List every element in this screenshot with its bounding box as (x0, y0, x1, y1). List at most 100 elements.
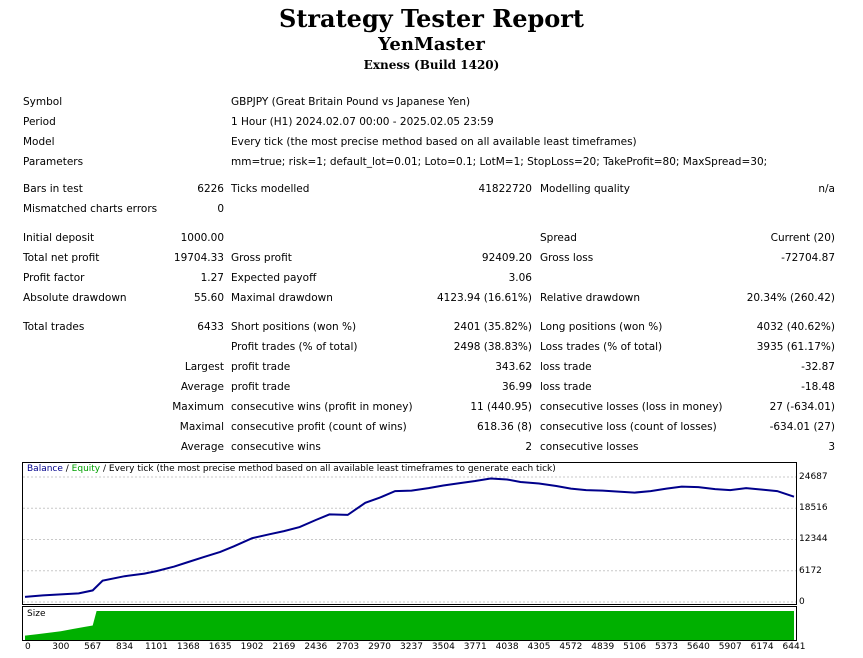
x-tick-label: 2703 (336, 642, 360, 652)
profitfactor-label: Profit factor (23, 272, 85, 284)
losstrades-label: Loss trades (% of total) (540, 341, 663, 353)
x-tick-label: 5907 (718, 642, 742, 652)
spread-label: Spread (540, 232, 577, 244)
x-tick-label: 6441 (782, 642, 806, 652)
long-label: Long positions (won %) (540, 321, 663, 333)
average-loss-label: loss trade (540, 381, 592, 393)
long-value: 4032 (40.62%) (756, 321, 835, 333)
bars-value: 6226 (197, 183, 224, 195)
x-tick-label: 567 (84, 642, 102, 652)
x-tick-label: 3504 (431, 642, 455, 652)
expert-name: YenMaster (378, 34, 485, 55)
avgcons-label: Average (180, 441, 224, 453)
symbol-value: GBPJPY (Great Britain Pound vs Japanese … (231, 96, 471, 108)
size-chart-svg (25, 611, 794, 640)
y-tick-label: 6172 (799, 565, 822, 576)
maximal-label: Maximal (179, 421, 224, 433)
x-tick-label: 1902 (240, 642, 264, 652)
largest-loss-value: -32.87 (801, 361, 835, 373)
x-tick-label: 5106 (623, 642, 647, 652)
legend-equity: Equity (71, 464, 101, 474)
payoff-value: 3.06 (508, 272, 532, 284)
maximalloss-label: consecutive loss (count of losses) (540, 421, 717, 433)
average-profit-value: 36.99 (501, 381, 532, 393)
maxdd-label: Maximal drawdown (231, 292, 333, 304)
y-tick-label: 24687 (799, 472, 828, 482)
balance-series-line (24, 477, 795, 598)
balance-chart-svg (23, 476, 796, 603)
grossloss-label: Gross loss (540, 252, 594, 264)
x-tick-label: 834 (115, 642, 134, 652)
netprofit-label: Total net profit (23, 252, 100, 264)
totaltrades-label: Total trades (23, 321, 85, 333)
grossprofit-value: 92409.20 (481, 252, 532, 264)
x-tick-label: 1368 (176, 642, 200, 652)
x-tick-label: 0 (25, 642, 31, 652)
maxlosses-value: 27 (-634.01) (769, 401, 835, 413)
maxwins-value: 11 (440.95) (470, 401, 532, 413)
symbol-label: Symbol (23, 96, 63, 108)
largest-loss-label: loss trade (540, 361, 592, 373)
x-tick-label: 300 (52, 642, 70, 652)
mismatch-label: Mismatched charts errors (23, 203, 158, 215)
x-tick-label: 3771 (463, 642, 487, 652)
absdd-label: Absolute drawdown (23, 292, 127, 304)
x-tick-label: 2436 (304, 642, 328, 652)
broker-build: Exness (Build 1420) (363, 58, 500, 72)
x-tick-label: 1635 (208, 642, 232, 652)
period-value: 1 Hour (H1) 2024.02.07 00:00 - 2025.02.0… (231, 116, 494, 128)
maximalprofit-value: 618.36 (8) (477, 421, 532, 433)
short-value: 2401 (35.82%) (453, 321, 532, 333)
spread-value: Current (20) (770, 232, 835, 244)
totaltrades-value: 6433 (197, 321, 224, 333)
quality-label: Modelling quality (540, 183, 630, 195)
x-tick-label: 4038 (495, 642, 519, 652)
largest-profit-value: 343.62 (495, 361, 532, 373)
maxwins-label: consecutive wins (profit in money) (231, 401, 413, 413)
parameters-label: Parameters (23, 156, 84, 168)
reldd-value: 20.34% (260.42) (746, 292, 835, 304)
avgwins-value: 2 (525, 441, 532, 453)
size-chart (22, 606, 797, 641)
x-tick-label: 1101 (144, 642, 168, 652)
deposit-value: 1000.00 (180, 232, 224, 244)
parameters-value: mm=true; risk=1; default_lot=0.01; Loto=… (231, 156, 768, 168)
average-profit-label: profit trade (231, 381, 291, 393)
period-label: Period (23, 116, 56, 128)
x-tick-label: 5640 (686, 642, 710, 652)
average-label: Average (180, 381, 224, 393)
profittrades-value: 2498 (38.83%) (453, 341, 532, 353)
legend-description: / Every tick (the most precise method ba… (100, 464, 556, 474)
x-tick-label: 4839 (591, 642, 615, 652)
y-tick-label: 12344 (799, 534, 828, 545)
balance-chart (22, 462, 797, 605)
model-label: Model (23, 136, 55, 148)
maxdd-value: 4123.94 (16.61%) (437, 292, 532, 304)
x-tick-label: 2970 (368, 642, 392, 652)
largest-label: Largest (184, 361, 224, 373)
grossprofit-label: Gross profit (231, 252, 292, 264)
losstrades-value: 3935 (61.17%) (756, 341, 835, 353)
largest-profit-label: profit trade (231, 361, 291, 373)
grossloss-value: -72704.87 (781, 252, 835, 264)
x-tick-label: 3237 (400, 642, 423, 652)
deposit-label: Initial deposit (23, 232, 95, 244)
average-loss-value: -18.48 (801, 381, 835, 393)
ticks-label: Ticks modelled (231, 183, 310, 195)
profitfactor-value: 1.27 (200, 272, 224, 284)
avglosses-label: consecutive losses (540, 441, 639, 453)
x-tick-label: 2169 (272, 642, 296, 652)
maximalprofit-label: consecutive profit (count of wins) (231, 421, 407, 433)
y-tick-label: 0 (799, 597, 805, 607)
y-tick-label: 18516 (799, 503, 828, 514)
netprofit-value: 19704.33 (173, 252, 224, 264)
x-tick-label: 6174 (750, 642, 774, 652)
avgwins-label: consecutive wins (231, 441, 321, 453)
maximalloss-value: -634.01 (27) (769, 421, 835, 433)
mismatch-value: 0 (217, 203, 224, 215)
absdd-value: 55.60 (193, 292, 224, 304)
quality-value: n/a (818, 183, 835, 195)
maxlosses-label: consecutive losses (loss in money) (540, 401, 723, 413)
legend-balance: Balance (27, 464, 63, 474)
chart-legend: Balance / Equity / Every tick (the most … (27, 464, 556, 475)
